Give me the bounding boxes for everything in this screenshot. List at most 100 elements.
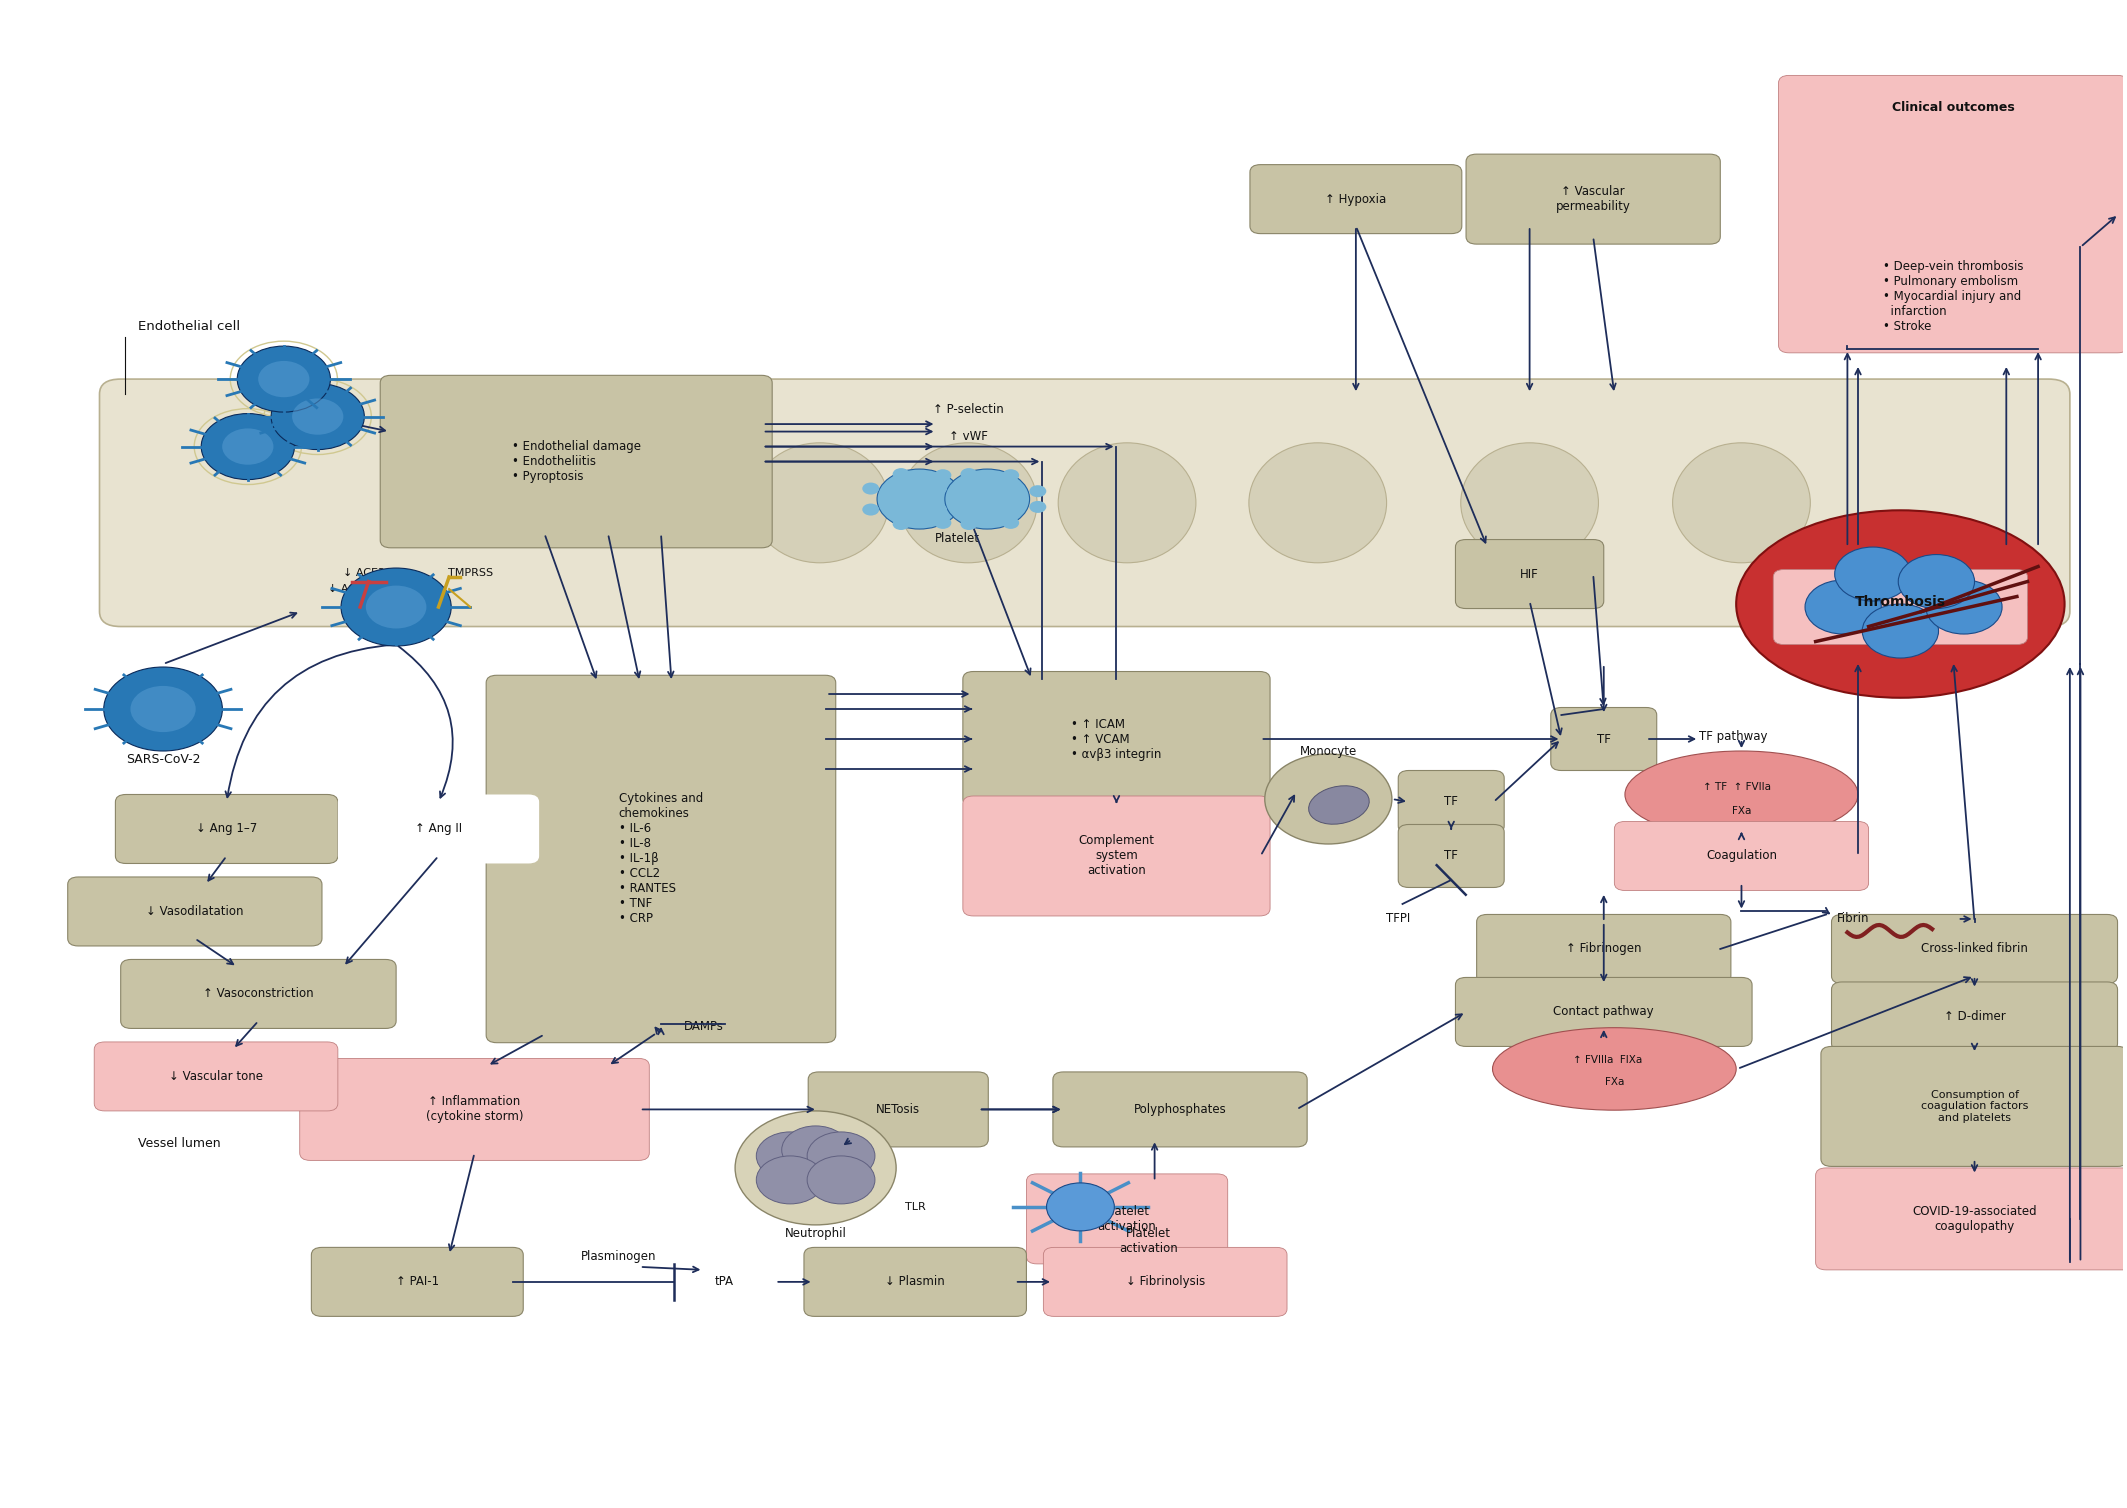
Text: ↑ PAI-1: ↑ PAI-1 — [396, 1276, 438, 1288]
Text: ↓ ACE2: ↓ ACE2 — [328, 584, 370, 594]
Ellipse shape — [900, 443, 1038, 562]
Text: COVID-19-associated
coagulopathy: COVID-19-associated coagulopathy — [1912, 1205, 2038, 1234]
FancyBboxPatch shape — [121, 959, 396, 1028]
Text: TFPI: TFPI — [1387, 912, 1410, 926]
Circle shape — [1836, 547, 1910, 602]
Text: TMPRSS: TMPRSS — [447, 567, 493, 578]
Circle shape — [1863, 605, 1938, 657]
Ellipse shape — [1921, 617, 1984, 636]
FancyBboxPatch shape — [1774, 570, 2027, 644]
FancyBboxPatch shape — [808, 1072, 989, 1148]
FancyBboxPatch shape — [300, 1059, 649, 1161]
Ellipse shape — [1827, 572, 1889, 593]
Ellipse shape — [751, 443, 889, 562]
Text: Thrombosis: Thrombosis — [1855, 596, 1946, 609]
Circle shape — [757, 1133, 823, 1179]
Text: • ↑ ICAM
• ↑ VCAM
• αvβ3 integrin: • ↑ ICAM • ↑ VCAM • αvβ3 integrin — [1072, 718, 1161, 760]
Circle shape — [221, 428, 274, 464]
FancyBboxPatch shape — [1821, 1047, 2127, 1166]
FancyBboxPatch shape — [1466, 154, 1721, 244]
Text: FXa: FXa — [1731, 805, 1751, 816]
Text: Platelet
activation: Platelet activation — [1098, 1205, 1157, 1234]
Text: SARS-CoV-2: SARS-CoV-2 — [125, 754, 200, 766]
Text: DAMPs: DAMPs — [683, 1021, 723, 1033]
Circle shape — [202, 413, 294, 480]
Text: ↑ D-dimer: ↑ D-dimer — [1944, 1010, 2006, 1022]
Circle shape — [861, 504, 878, 516]
FancyBboxPatch shape — [1551, 707, 1657, 771]
Text: ↑ Hypoxia: ↑ Hypoxia — [1325, 193, 1387, 205]
Circle shape — [961, 467, 978, 480]
FancyBboxPatch shape — [338, 795, 538, 864]
Text: FXa: FXa — [1604, 1077, 1625, 1087]
Ellipse shape — [1672, 443, 1810, 562]
Circle shape — [944, 469, 1029, 529]
Text: ↓ Vasodilatation: ↓ Vasodilatation — [147, 905, 245, 918]
FancyBboxPatch shape — [94, 1042, 338, 1111]
Text: • Endothelial damage
• Endotheliitis
• Pyroptosis: • Endothelial damage • Endotheliitis • P… — [513, 440, 640, 483]
Text: ↓ Fibrinolysis: ↓ Fibrinolysis — [1125, 1276, 1204, 1288]
Text: ↑ P-selectin: ↑ P-selectin — [934, 403, 1004, 416]
Circle shape — [893, 519, 910, 529]
Text: tPA: tPA — [715, 1276, 734, 1288]
Circle shape — [270, 383, 364, 449]
Ellipse shape — [1308, 786, 1370, 825]
Ellipse shape — [1963, 594, 2027, 615]
Ellipse shape — [1870, 594, 1931, 615]
FancyBboxPatch shape — [964, 796, 1270, 915]
Text: Cytokines and
chemokines
• IL-6
• IL-8
• IL-1β
• CCL2
• RANTES
• TNF
• CRP: Cytokines and chemokines • IL-6 • IL-8 •… — [619, 793, 704, 926]
Text: Consumption of
coagulation factors
and platelets: Consumption of coagulation factors and p… — [1921, 1090, 2029, 1123]
Circle shape — [806, 1133, 874, 1179]
Text: ↓ Vascular tone: ↓ Vascular tone — [168, 1071, 264, 1083]
Text: Fibrin: Fibrin — [1838, 912, 1870, 926]
Text: • Deep-vein thrombosis
• Pulmonary embolism
• Myocardial injury and
  infarction: • Deep-vein thrombosis • Pulmonary embol… — [1882, 261, 2023, 333]
Text: Neutrophil: Neutrophil — [785, 1228, 847, 1241]
Text: TF pathway: TF pathway — [1699, 730, 1768, 742]
Ellipse shape — [1736, 510, 2065, 698]
Circle shape — [961, 486, 978, 498]
Circle shape — [257, 360, 308, 397]
Ellipse shape — [1461, 443, 1600, 562]
Circle shape — [929, 483, 947, 495]
Circle shape — [961, 519, 978, 529]
FancyBboxPatch shape — [1831, 982, 2118, 1051]
Text: Monocyte: Monocyte — [1300, 745, 1357, 757]
Text: TF: TF — [1444, 796, 1459, 808]
FancyBboxPatch shape — [1044, 1247, 1287, 1316]
Text: Cross-linked fibrin: Cross-linked fibrin — [1921, 942, 2027, 956]
FancyBboxPatch shape — [1397, 771, 1504, 834]
FancyBboxPatch shape — [311, 1247, 523, 1316]
FancyBboxPatch shape — [1251, 164, 1461, 234]
Circle shape — [1029, 486, 1046, 498]
Text: TF: TF — [1444, 849, 1459, 863]
FancyBboxPatch shape — [1816, 1167, 2127, 1270]
Text: ↑ TF  ↑ FVIIa: ↑ TF ↑ FVIIa — [1704, 783, 1772, 792]
Text: Clinical outcomes: Clinical outcomes — [1891, 101, 2014, 115]
Text: NETosis: NETosis — [876, 1102, 921, 1116]
Text: Coagulation: Coagulation — [1706, 849, 1776, 863]
Text: Vessel lumen: Vessel lumen — [138, 1137, 221, 1151]
Circle shape — [806, 1157, 874, 1203]
FancyBboxPatch shape — [115, 795, 338, 864]
Text: ↑ FVIIIa  FIXa: ↑ FVIIIa FIXa — [1574, 1056, 1642, 1065]
Text: ↑ Vasoconstriction: ↑ Vasoconstriction — [202, 988, 313, 1000]
Circle shape — [291, 398, 342, 434]
Text: ↓ ACE2: ↓ ACE2 — [342, 567, 385, 578]
Circle shape — [104, 667, 223, 751]
FancyBboxPatch shape — [487, 676, 836, 1042]
Text: Platelet
activation: Platelet activation — [1119, 1228, 1178, 1255]
Ellipse shape — [1895, 567, 1959, 588]
Circle shape — [736, 1111, 895, 1224]
FancyBboxPatch shape — [1397, 825, 1504, 888]
FancyBboxPatch shape — [1614, 822, 1870, 890]
FancyBboxPatch shape — [1455, 540, 1604, 609]
Text: Contact pathway: Contact pathway — [1553, 1006, 1655, 1018]
Circle shape — [929, 504, 947, 516]
Circle shape — [861, 483, 878, 495]
FancyBboxPatch shape — [1027, 1173, 1227, 1264]
Circle shape — [238, 347, 330, 412]
Circle shape — [1029, 501, 1046, 513]
Circle shape — [757, 1157, 823, 1203]
FancyBboxPatch shape — [1053, 1072, 1308, 1148]
Ellipse shape — [1249, 443, 1387, 562]
